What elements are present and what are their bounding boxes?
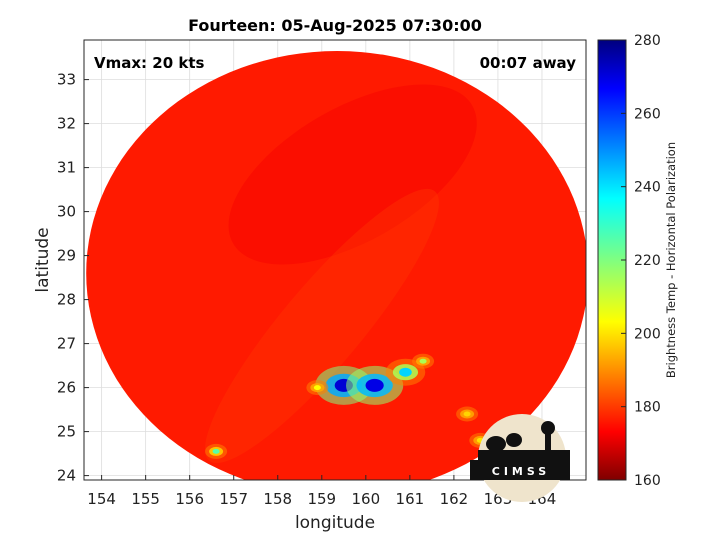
x-tick-label: 154 xyxy=(87,490,116,508)
microwave-swath xyxy=(86,51,586,480)
swath-disc xyxy=(86,51,586,480)
colorbar-ticks: 160 180 200 220 240 260 280 xyxy=(621,33,661,489)
y-tick-label: 24 xyxy=(57,467,76,485)
convection-core xyxy=(365,378,384,392)
colorbar-tick-label: 200 xyxy=(634,326,661,342)
plot-title: Fourteen: 05-Aug-2025 07:30:00 xyxy=(188,16,482,35)
convection-core xyxy=(212,448,220,454)
colorbar-tick-label: 220 xyxy=(634,253,661,269)
axes-frame xyxy=(83,39,587,481)
colorbar-label: Brightness Temp - Horizontal Polarizatio… xyxy=(664,142,678,378)
y-tick-label: 33 xyxy=(57,71,76,89)
x-tick-label: 156 xyxy=(175,490,204,508)
x-tick-label: 157 xyxy=(219,490,248,508)
y-tick-label: 28 xyxy=(57,291,76,309)
colorbar-tick-label: 260 xyxy=(634,106,661,122)
swath-streak xyxy=(204,188,439,463)
y-tick-label: 31 xyxy=(57,159,76,177)
y-tick-label: 32 xyxy=(57,115,76,133)
convection-core xyxy=(419,358,427,364)
y-ticks: 24 25 26 27 28 29 30 31 32 33 xyxy=(57,71,89,485)
logo-label: CIMSS xyxy=(492,465,550,478)
cimss-logo: CIMSS xyxy=(470,414,570,502)
vmax-annotation: Vmax: 20 kts xyxy=(94,54,204,72)
y-tick-label: 26 xyxy=(57,379,76,397)
time-away-annotation: 00:07 away xyxy=(480,54,577,72)
swath-streak xyxy=(228,84,477,265)
y-axis-label: latitude xyxy=(33,227,53,292)
colorbar-tick-label: 240 xyxy=(634,180,661,196)
colorbar-tick-label: 180 xyxy=(634,400,661,416)
convection-core xyxy=(399,367,412,377)
colorbar-tick-label: 160 xyxy=(634,473,661,489)
x-axis-label: longitude xyxy=(295,513,375,533)
colorbar-tick-label: 280 xyxy=(634,33,661,49)
y-tick-label: 30 xyxy=(57,203,76,221)
y-tick-label: 27 xyxy=(57,335,76,353)
x-tick-label: 158 xyxy=(263,490,292,508)
convection-core xyxy=(463,411,471,417)
x-tick-label: 160 xyxy=(352,490,381,508)
y-tick-label: 25 xyxy=(57,423,76,441)
x-tick-label: 161 xyxy=(396,490,425,508)
y-tick-label: 29 xyxy=(57,247,76,265)
x-tick-label: 162 xyxy=(440,490,469,508)
x-tick-label: 159 xyxy=(307,490,336,508)
x-tick-label: 155 xyxy=(131,490,160,508)
convection-core xyxy=(313,385,321,391)
